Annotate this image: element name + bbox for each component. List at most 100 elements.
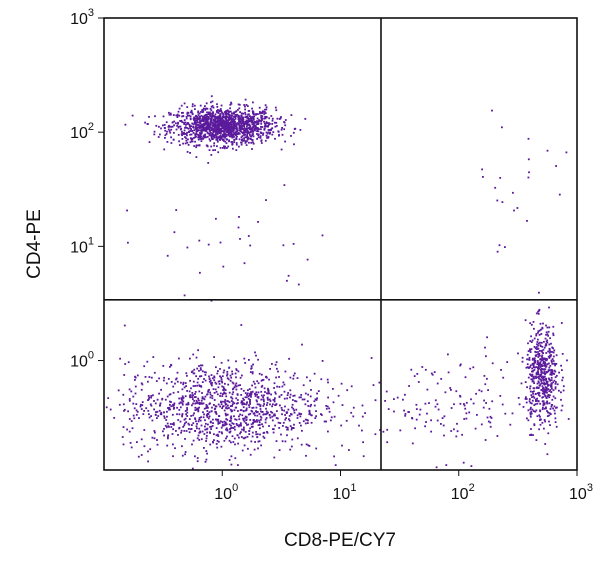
data-point <box>229 374 232 377</box>
data-point <box>252 118 255 121</box>
data-point <box>216 132 219 135</box>
data-point <box>533 404 536 406</box>
data-point <box>304 422 307 425</box>
data-point <box>251 119 254 122</box>
data-point <box>263 400 265 403</box>
data-point <box>232 427 235 429</box>
data-point <box>301 343 303 346</box>
data-point <box>208 149 211 151</box>
data-point <box>224 422 227 425</box>
data-point <box>199 127 201 129</box>
data-point <box>202 107 205 110</box>
data-point <box>257 447 259 450</box>
data-point <box>240 388 243 390</box>
data-point <box>544 443 547 445</box>
data-point <box>241 119 244 122</box>
data-point <box>239 376 242 379</box>
data-point <box>528 366 531 369</box>
data-point <box>194 393 196 395</box>
data-point <box>298 412 301 415</box>
data-point <box>235 137 237 140</box>
data-point <box>224 382 226 385</box>
data-point <box>247 113 249 116</box>
data-point <box>527 342 529 345</box>
data-point <box>403 409 405 412</box>
data-point <box>192 422 195 425</box>
data-point <box>185 421 188 424</box>
data-point <box>235 142 238 144</box>
data-point <box>252 380 255 383</box>
data-point <box>201 402 203 405</box>
data-point <box>231 393 234 396</box>
data-point <box>556 383 559 386</box>
data-point <box>203 119 205 121</box>
data-point <box>189 118 192 121</box>
data-point <box>122 393 125 396</box>
data-point <box>274 363 277 366</box>
data-point <box>240 122 243 125</box>
data-point <box>219 392 222 395</box>
data-point <box>287 392 289 394</box>
data-point <box>163 415 166 418</box>
data-point <box>199 104 202 107</box>
data-point <box>293 372 296 375</box>
data-point <box>539 402 542 405</box>
data-point <box>468 411 471 414</box>
data-point <box>213 376 216 379</box>
data-point <box>539 374 541 377</box>
data-point <box>200 399 203 402</box>
data-point <box>265 134 268 137</box>
data-point <box>223 409 226 412</box>
data-point <box>147 409 150 412</box>
data-point <box>307 393 309 396</box>
data-point <box>541 365 544 367</box>
data-point <box>231 136 234 139</box>
data-point <box>202 416 205 419</box>
data-point <box>184 410 187 412</box>
data-point <box>489 425 492 428</box>
data-point <box>195 402 197 405</box>
data-point <box>326 405 329 408</box>
data-point <box>548 362 550 365</box>
data-point <box>301 429 303 432</box>
data-point <box>529 408 532 411</box>
data-point <box>122 426 125 428</box>
data-point <box>553 373 556 375</box>
data-point <box>352 406 355 409</box>
data-point <box>178 397 181 400</box>
data-point <box>463 403 465 405</box>
data-point <box>247 235 250 237</box>
data-point <box>251 371 254 373</box>
data-point <box>210 299 213 302</box>
data-point <box>238 129 241 132</box>
data-point <box>199 121 201 124</box>
data-point <box>450 389 452 391</box>
data-point <box>215 111 218 113</box>
data-point <box>216 138 219 140</box>
data-point <box>241 374 243 377</box>
data-point <box>195 114 197 117</box>
data-point <box>247 413 250 416</box>
data-point <box>175 377 178 380</box>
data-point <box>239 130 242 133</box>
data-point <box>218 128 220 131</box>
data-point <box>230 101 232 104</box>
data-point <box>201 117 204 120</box>
data-point <box>185 430 188 432</box>
data-point <box>186 390 188 392</box>
data-point <box>220 122 223 125</box>
data-point <box>168 408 170 411</box>
data-point <box>239 423 242 426</box>
data-point <box>240 123 243 126</box>
data-point <box>465 401 468 404</box>
data-point <box>248 394 251 397</box>
data-point <box>258 119 260 121</box>
data-point <box>197 114 200 116</box>
data-point <box>223 127 225 129</box>
data-point <box>461 433 463 436</box>
data-point <box>234 372 237 375</box>
data-point <box>484 346 486 349</box>
data-point <box>213 120 216 123</box>
data-point <box>276 410 278 412</box>
